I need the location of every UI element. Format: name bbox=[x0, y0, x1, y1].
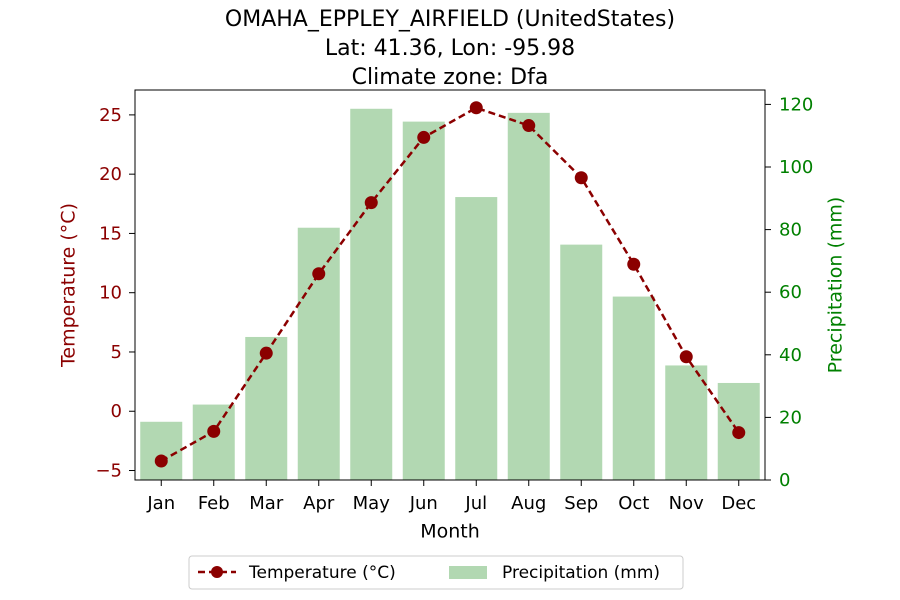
y-left-tick-label: −5 bbox=[95, 461, 122, 482]
title-line-1: OMAHA_EPPLEY_AIRFIELD (UnitedStates) bbox=[225, 7, 675, 32]
y-right-tick-label: 0 bbox=[779, 470, 790, 491]
precipitation-bar-feb bbox=[192, 404, 235, 480]
legend-precipitation-swatch bbox=[449, 566, 487, 579]
temperature-point-sep bbox=[574, 171, 588, 185]
precipitation-bar-jan bbox=[140, 421, 183, 480]
plot-frame bbox=[134, 89, 766, 481]
y-left-tick-label: 15 bbox=[99, 223, 122, 244]
y-right-tick-label: 20 bbox=[779, 407, 802, 428]
y-axis-left-label: Temperature (°C) bbox=[58, 203, 80, 368]
precipitation-bar-jul bbox=[455, 197, 498, 480]
legend-temperature-marker bbox=[211, 566, 223, 578]
precipitation-bar-apr bbox=[297, 227, 340, 480]
x-tick-label-jul: Jul bbox=[464, 493, 487, 514]
x-tick-label-jan: Jan bbox=[146, 493, 175, 514]
y-axis-right: 0 20 40 60 80 100 120 bbox=[765, 94, 813, 491]
y-left-tick-label: 25 bbox=[99, 105, 122, 126]
y-left-tick-label: 10 bbox=[99, 283, 122, 304]
temperature-point-jul bbox=[469, 101, 483, 115]
x-tick-label-apr: Apr bbox=[303, 493, 335, 514]
y-left-tick-label: 20 bbox=[99, 164, 122, 185]
x-tick-label-sep: Sep bbox=[564, 493, 598, 514]
y-axis-left: −5 0 5 10 15 20 25 bbox=[95, 105, 135, 482]
x-tick-label-may: May bbox=[353, 493, 391, 514]
x-tick-label-mar: Mar bbox=[249, 493, 284, 514]
precipitation-bar-jun bbox=[402, 121, 445, 480]
temperature-point-mar bbox=[259, 346, 273, 360]
legend: Temperature (°C) Precipitation (mm) bbox=[188, 555, 684, 590]
y-left-tick-label: 0 bbox=[111, 401, 122, 422]
x-tick-label-jun: Jun bbox=[409, 493, 438, 514]
precipitation-bar-aug bbox=[507, 112, 550, 480]
x-tick-label-aug: Aug bbox=[511, 493, 546, 514]
x-tick-label-dec: Dec bbox=[721, 493, 756, 514]
precipitation-bar-mar bbox=[245, 336, 288, 480]
x-axis: Jan Feb Mar Apr May Jun Jul Aug Sep Oct Nov Dec bbox=[146, 480, 756, 514]
precipitation-bar-sep bbox=[560, 244, 603, 480]
x-tick-label-nov: Nov bbox=[669, 493, 704, 514]
legend-precipitation-label: Precipitation (mm) bbox=[502, 563, 660, 583]
precipitation-bars bbox=[140, 108, 760, 481]
y-left-tick-label: 5 bbox=[111, 342, 122, 363]
temperature-point-jan bbox=[154, 454, 168, 468]
y-axis-right-label: Precipitation (mm) bbox=[825, 197, 847, 374]
precipitation-bar-nov bbox=[665, 365, 708, 480]
y-right-tick-label: 100 bbox=[779, 157, 813, 178]
temperature-point-nov bbox=[679, 350, 693, 364]
temperature-point-feb bbox=[207, 424, 221, 438]
y-right-tick-label: 80 bbox=[779, 220, 802, 241]
temperature-point-dec bbox=[732, 426, 746, 440]
title-line-2: Lat: 41.36, Lon: -95.98 bbox=[325, 36, 575, 61]
x-tick-label-oct: Oct bbox=[618, 493, 649, 514]
y-right-tick-label: 60 bbox=[779, 282, 802, 303]
temperature-point-apr bbox=[312, 267, 326, 281]
temperature-point-may bbox=[364, 196, 378, 210]
x-axis-label: Month bbox=[420, 521, 480, 543]
precipitation-bar-may bbox=[350, 108, 393, 481]
title-line-3: Climate zone: Dfa bbox=[352, 65, 549, 90]
legend-temperature-label: Temperature (°C) bbox=[248, 563, 396, 583]
temperature-point-jun bbox=[417, 130, 431, 144]
x-tick-label-feb: Feb bbox=[198, 493, 230, 514]
legend-frame bbox=[188, 555, 684, 590]
temperature-line bbox=[160, 106, 740, 463]
temperature-point-aug bbox=[522, 119, 536, 133]
temperature-series bbox=[154, 101, 746, 468]
precipitation-bar-oct bbox=[612, 296, 655, 480]
y-right-tick-label: 120 bbox=[779, 94, 813, 115]
y-right-tick-label: 40 bbox=[779, 345, 802, 366]
chart-title: OMAHA_EPPLEY_AIRFIELD (UnitedStates) Lat… bbox=[225, 7, 675, 90]
temperature-point-oct bbox=[627, 257, 641, 271]
